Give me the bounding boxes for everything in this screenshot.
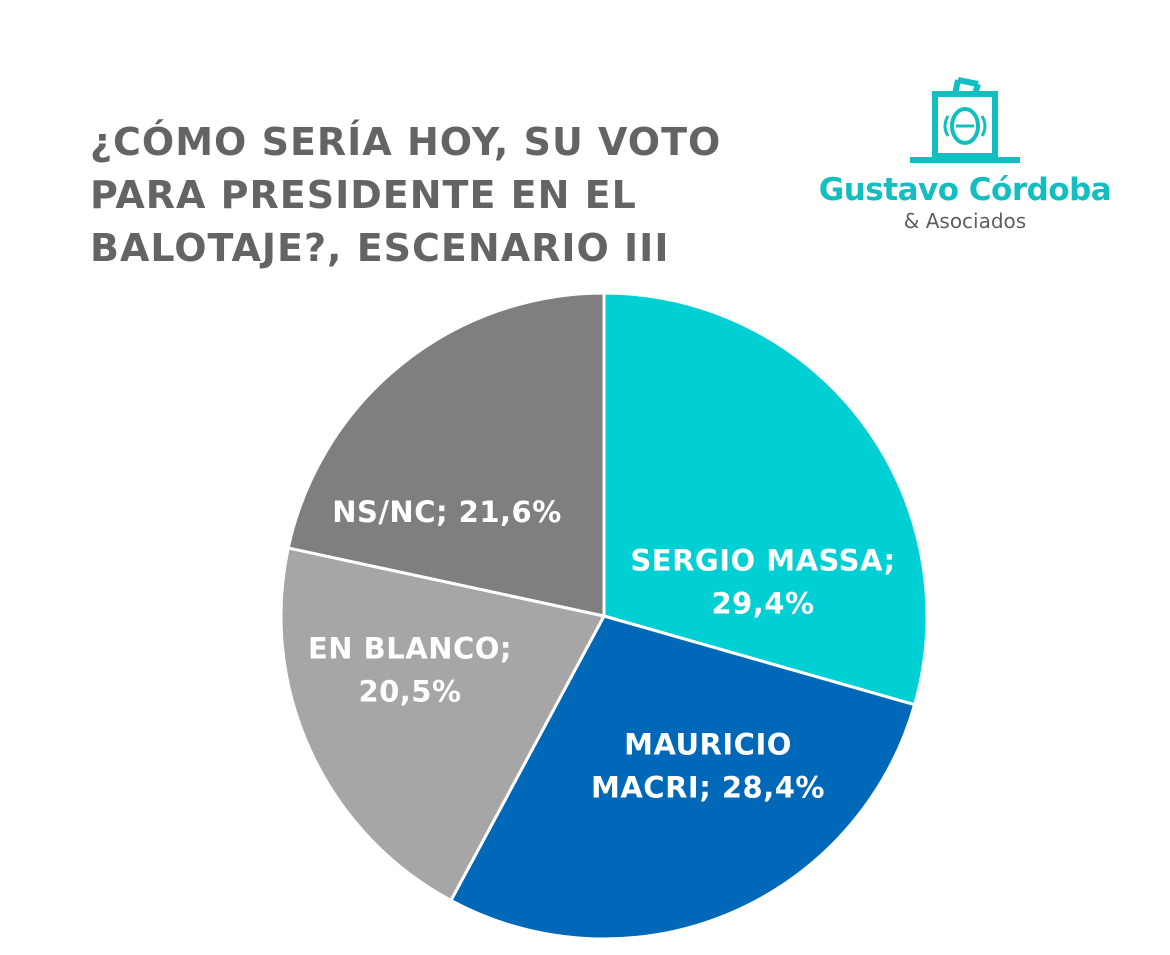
slice-data-label: SERGIO MASSA; 29,4%	[630, 544, 895, 621]
pie-slice-mauricio-macri	[449, 614, 917, 941]
pie-slice-sergio-massa	[602, 291, 929, 707]
slice-label-line: SERGIO MASSA;	[630, 544, 895, 578]
slice-label-line: 29,4%	[711, 587, 814, 621]
slice-label-line: 20,5%	[358, 675, 461, 709]
title-line: PARA PRESIDENTE EN EL	[90, 173, 637, 217]
logo-subtitle: & Asociados	[903, 209, 1027, 233]
slice-label-line: MACRI; 28,4%	[591, 771, 825, 805]
brand-logo: Gustavo Córdoba & Asociados	[810, 72, 1120, 237]
slice-label-line: NS/NC; 21,6%	[332, 495, 562, 529]
ballot-box-icon	[910, 77, 1020, 163]
slice-label-line: EN BLANCO;	[308, 632, 512, 666]
pie-slice-ns-nc	[286, 291, 606, 618]
title-line: ¿CÓMO SERÍA HOY, SU VOTO	[90, 120, 722, 164]
slice-data-label: EN BLANCO; 20,5%	[308, 632, 512, 709]
logo-name: Gustavo Córdoba	[818, 172, 1112, 208]
slice-label-line: MAURICIO	[624, 728, 792, 762]
pie-slice-en-blanco	[279, 546, 606, 902]
slice-data-label: MAURICIO MACRI; 28,4%	[591, 728, 825, 805]
title-line: BALOTAJE?, ESCENARIO III	[90, 226, 670, 270]
slice-data-label: NS/NC; 21,6%	[332, 495, 562, 529]
chart-title: ¿CÓMO SERÍA HOY, SU VOTO PARA PRESIDENTE…	[90, 116, 790, 275]
